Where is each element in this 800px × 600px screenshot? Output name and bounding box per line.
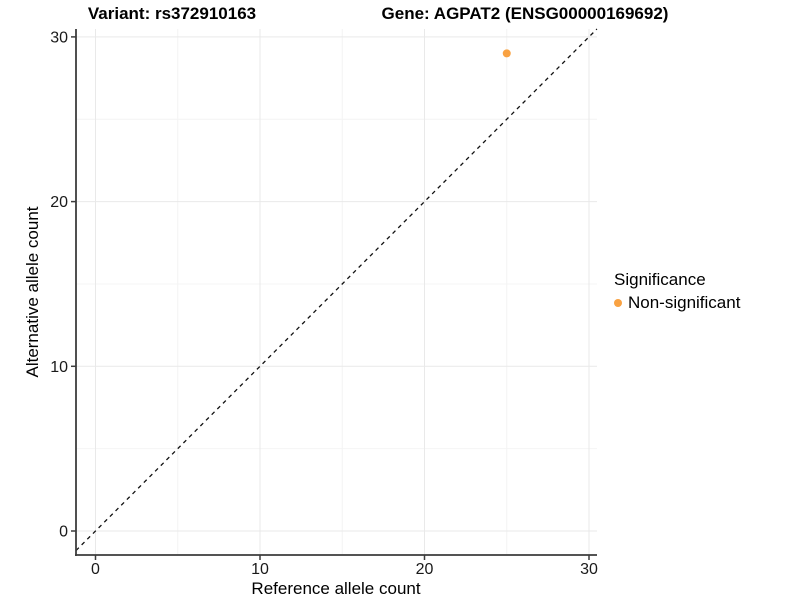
x-tick-label: 20: [416, 561, 434, 578]
y-tick-label: 10: [50, 359, 68, 376]
legend-title: Significance: [614, 270, 706, 289]
data-point: [502, 49, 511, 58]
legend: Significance Non-significant: [614, 270, 740, 313]
legend-point-icon: [614, 299, 622, 307]
y-tick-label: 0: [59, 524, 68, 541]
legend-item-non-significant: Non-significant: [614, 293, 740, 313]
y-axis-title: Alternative allele count: [23, 206, 42, 378]
x-axis-title: Reference allele count: [251, 579, 421, 598]
plot-title-variant: Variant: rs372910163: [87, 4, 257, 23]
y-tick-label: 30: [50, 29, 68, 46]
y-tick-label: 20: [50, 194, 68, 211]
identity-reference-line: [75, 28, 598, 551]
x-tick-label: 0: [91, 561, 100, 578]
x-tick-label: 30: [580, 561, 598, 578]
legend-item-label: Non-significant: [628, 293, 741, 312]
x-tick-label: 10: [251, 561, 269, 578]
plot-title-gene: Gene: AGPAT2 (ENSG00000169692): [381, 4, 669, 23]
